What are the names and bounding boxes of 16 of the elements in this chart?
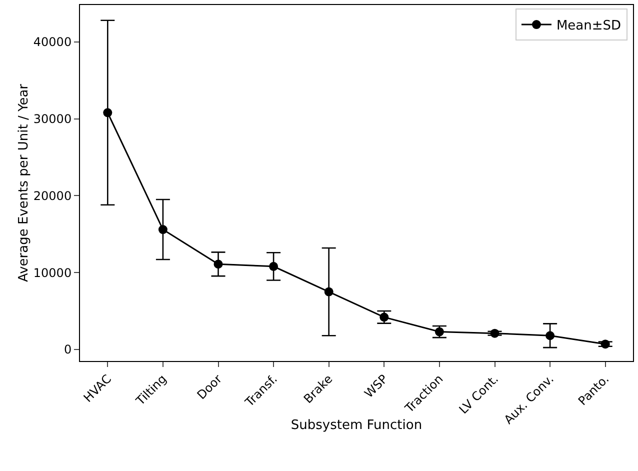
point — [600, 340, 610, 349]
point — [546, 331, 555, 340]
point — [269, 262, 278, 271]
y-tick-label: 10000 — [33, 266, 72, 280]
point — [158, 225, 168, 234]
point — [214, 260, 223, 269]
point — [490, 328, 500, 338]
y-tick-label: 20000 — [33, 188, 72, 203]
y-tick-label: 0 — [64, 342, 72, 357]
legend-label: Mean±SD — [556, 18, 622, 34]
y-axis-title: Average Events per Unit / Year — [16, 83, 32, 282]
y-tick-label: 40000 — [33, 35, 72, 50]
point — [324, 287, 334, 296]
x-axis-title: Subsystem Function — [290, 418, 422, 434]
y-tick-label: 30000 — [33, 112, 72, 126]
point — [103, 108, 112, 118]
